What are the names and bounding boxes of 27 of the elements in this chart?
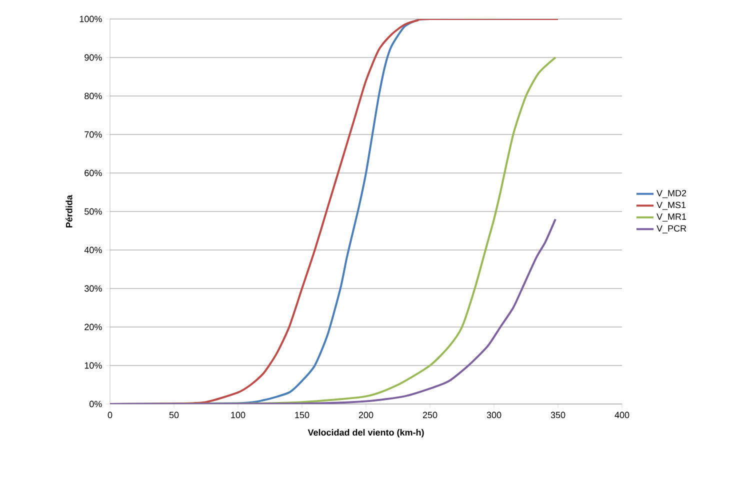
- y-tick-label: 60%: [84, 170, 102, 176]
- x-tick-label: 300: [486, 412, 502, 418]
- line-series: [110, 218, 556, 404]
- x-tick-label: 350: [550, 412, 566, 418]
- x-tick-label: 100: [231, 412, 246, 418]
- y-tick-label: 90%: [84, 54, 102, 61]
- y-tick-label: 80%: [84, 92, 102, 100]
- x-tick-label: 400: [614, 412, 630, 418]
- y-tick-label: 30%: [84, 285, 102, 292]
- y-tick-label: 50%: [84, 208, 102, 215]
- x-tick-label: 50: [169, 412, 179, 418]
- x-tick-label: 200: [358, 412, 374, 418]
- y-tick-label: 0%: [90, 400, 102, 408]
- legend-label: V_PCR: [656, 225, 686, 234]
- y-tick-label: 20%: [84, 324, 102, 330]
- x-axis-title: Velocidad del viento (km-h): [308, 429, 424, 438]
- y-axis-title: Pérdida: [66, 194, 72, 228]
- y-tick-label: 70%: [84, 131, 102, 138]
- y-tick-label: 10%: [84, 362, 102, 369]
- legend-label: V_MR1: [656, 214, 686, 222]
- x-tick-label: 0: [108, 412, 112, 418]
- legend-label: V_MD2: [656, 190, 686, 198]
- x-tick-label: 250: [422, 412, 438, 418]
- x-tick-label: 150: [295, 412, 310, 418]
- y-tick-label: 100%: [80, 16, 102, 22]
- legend-label: V_MS1: [656, 202, 686, 210]
- y-tick-label: 40%: [84, 246, 102, 254]
